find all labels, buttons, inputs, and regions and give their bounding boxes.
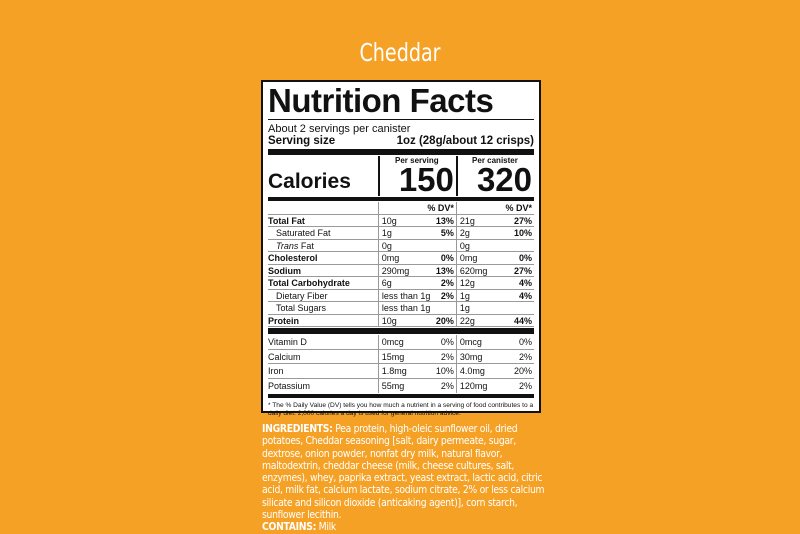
- dv-per-serving: 20%: [435, 315, 454, 326]
- dv-per-canister: 27%: [513, 265, 532, 276]
- divider: [268, 328, 534, 334]
- amount-per-canister: 4.0mg: [459, 366, 485, 376]
- amount-per-serving: 1.8mg: [381, 366, 407, 376]
- nutrient-row: Trans Fat 0g 0g: [268, 239, 534, 252]
- amount-per-serving: 15mg: [381, 351, 405, 362]
- nutrient-row: Cholesterol 0mg 0% 0mg 0%: [268, 252, 534, 265]
- amount-per-serving: less than 1g: [381, 303, 431, 313]
- nutrient-name: Cholesterol: [268, 253, 318, 263]
- dv-per-serving: 13%: [435, 265, 454, 276]
- dv-per-serving: 2%: [440, 278, 454, 288]
- nutrient-row: Dietary Fiber less than 1g 2% 1g 4%: [268, 289, 534, 302]
- dv-per-canister: 0%: [518, 337, 532, 347]
- nutrient-name: Total Fat: [268, 215, 305, 226]
- amount-per-canister: 21g: [459, 215, 475, 226]
- serving-size: Serving size 1oz (28g/about 12 crisps): [268, 135, 534, 147]
- calories-row: Calories Per serving 150 Per canister 320: [268, 156, 534, 196]
- nutrient-row: Total Carbohydrate 6g 2% 12g 4%: [268, 277, 534, 290]
- dv-per-canister: 0%: [518, 253, 532, 263]
- nutrient-name: Sodium: [268, 265, 301, 276]
- nutrient-row: Saturated Fat 1g 5% 2g 10%: [268, 227, 534, 240]
- nutrient-name: Dietary Fiber: [276, 290, 328, 301]
- contains-text: Milk: [318, 521, 337, 534]
- servings-per-container: About 2 servings per canister: [268, 123, 411, 135]
- nutrient-row: Protein 10g 20% 22g 44%: [268, 314, 534, 327]
- footnote: * The % Daily Value (DV) tells you how m…: [268, 402, 534, 417]
- ingredients-text: Pea protein, high-oleic sunflower oil, d…: [262, 423, 545, 522]
- nutrition-facts-label: Nutrition Facts About 2 servings per can…: [261, 80, 541, 417]
- per-canister-header: Per canister: [472, 156, 518, 165]
- nutrient-row: Potassium 55mg 2% 120mg 2%: [268, 378, 534, 393]
- per-serving-header: Per serving: [395, 156, 439, 165]
- amount-per-canister: 22g: [459, 315, 475, 326]
- divider: [268, 149, 534, 155]
- nutrient-name: Potassium: [268, 380, 311, 391]
- dv-per-serving: 0%: [440, 253, 454, 263]
- amount-per-serving: 0g: [381, 240, 392, 251]
- amount-per-canister: 12g: [459, 278, 475, 288]
- dv-per-canister: 20%: [513, 366, 532, 376]
- nutrient-name: Saturated Fat: [276, 228, 331, 238]
- amount-per-serving: 290mg: [381, 265, 410, 276]
- dv-per-canister: 4%: [518, 290, 532, 301]
- dv-per-canister: 27%: [513, 215, 532, 226]
- nutrient-row: Sodium 290mg 13% 620mg 27%: [268, 264, 534, 277]
- nutrient-name: Iron: [268, 366, 284, 376]
- label-title: Nutrition Facts: [268, 84, 534, 120]
- amount-per-serving: 0mg: [381, 253, 400, 263]
- dv-per-serving: 2%: [440, 351, 454, 362]
- amount-per-canister: 0mg: [459, 253, 478, 263]
- dv-per-canister: 2%: [518, 380, 532, 391]
- amount-per-serving: less than 1g: [381, 290, 431, 301]
- amount-per-canister: 1g: [459, 303, 470, 313]
- contains-label: CONTAINS:: [262, 521, 316, 534]
- dv-per-serving: 13%: [435, 215, 454, 226]
- amount-per-serving: 1g: [381, 228, 392, 238]
- nutrient-row: Calcium 15mg 2% 30mg 2%: [268, 349, 534, 364]
- amount-per-canister: 0mcg: [459, 337, 482, 347]
- amount-per-serving: 10g: [381, 215, 397, 226]
- nutrient-name: Vitamin D: [268, 337, 307, 347]
- calories-per-canister: 320: [476, 161, 532, 198]
- amount-per-canister: 2g: [459, 228, 470, 238]
- amount-per-serving: 55mg: [381, 380, 405, 391]
- dv-header-row: % DV* % DV*: [268, 202, 534, 215]
- divider: [268, 394, 534, 398]
- nutrient-row: Total Fat 10g 13% 21g 27%: [268, 214, 534, 227]
- amount-per-canister: 620mg: [459, 265, 488, 276]
- nutrient-row: Vitamin D 0mcg 0% 0mcg 0%: [268, 335, 534, 350]
- nutrient-name: Trans Fat: [276, 240, 314, 251]
- dv-per-serving: 5%: [440, 228, 454, 238]
- nutrient-name: Total Sugars: [276, 303, 327, 313]
- amount-per-serving: 6g: [381, 278, 392, 288]
- nutrient-row: Iron 1.8mg 10% 4.0mg 20%: [268, 364, 534, 379]
- dv-per-serving: 2%: [440, 380, 454, 391]
- divider: [268, 197, 534, 201]
- dv-per-serving: 0%: [440, 337, 454, 347]
- dv-per-canister: 44%: [513, 315, 532, 326]
- nutrient-row: Total Sugars less than 1g 1g: [268, 302, 534, 315]
- calories-per-serving: 150: [398, 161, 454, 198]
- dv-per-canister: 10%: [513, 228, 532, 238]
- calories-label: Calories: [268, 170, 351, 193]
- dv-per-canister: 2%: [518, 351, 532, 362]
- nutrient-name: Calcium: [268, 351, 301, 362]
- flavor-title: Cheddar: [359, 38, 441, 67]
- amount-per-canister: 30mg: [459, 351, 483, 362]
- nutrient-name: Protein: [268, 315, 300, 326]
- ingredients: INGREDIENTS: Pea protein, high-oleic sun…: [262, 423, 552, 534]
- amount-per-canister: 120mg: [459, 380, 488, 391]
- amount-per-canister: 1g: [459, 290, 470, 301]
- amount-per-serving: 10g: [381, 315, 397, 326]
- dv-per-serving: 10%: [435, 366, 454, 376]
- ingredients-label: INGREDIENTS:: [262, 423, 333, 435]
- dv-per-serving: 2%: [440, 290, 454, 301]
- amount-per-serving: 0mcg: [381, 337, 404, 347]
- amount-per-canister: 0g: [459, 240, 470, 251]
- nutrient-name: Total Carbohydrate: [268, 278, 350, 288]
- dv-per-canister: 4%: [518, 278, 532, 288]
